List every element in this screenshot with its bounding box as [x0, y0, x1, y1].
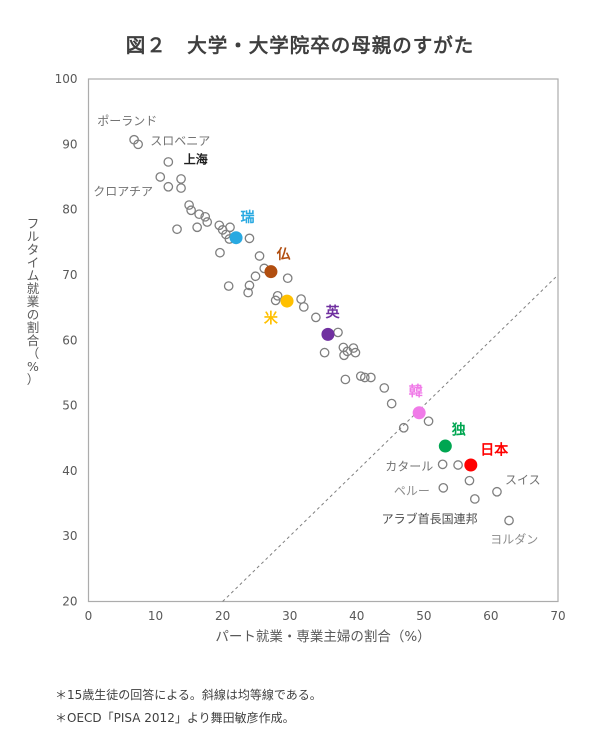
data-point-circle	[350, 347, 361, 358]
data-point-circle	[155, 172, 166, 182]
data-point-circle	[298, 302, 309, 312]
data-point-circle	[398, 422, 409, 433]
data-point-circle	[366, 372, 376, 383]
y-axis-title: フルタイム就業の割合（%）	[27, 216, 40, 387]
data-point-circle	[437, 459, 448, 470]
data-point-circle	[386, 398, 397, 409]
x-tick-label: 0	[85, 609, 93, 623]
country-label: クロアチア	[93, 184, 153, 198]
x-tick-label: 30	[282, 609, 297, 623]
country-label: ポーランド	[97, 114, 157, 128]
highlight-label-英: 英	[325, 304, 341, 321]
data-point-circle	[359, 372, 370, 383]
x-tick-label: 60	[483, 609, 498, 623]
highlight-label-独: 独	[452, 422, 466, 439]
country-label: 上海	[184, 151, 208, 166]
country-label: カタール	[385, 459, 433, 473]
y-tick-label: 30	[62, 529, 77, 543]
highlight-label-韓: 韓	[409, 383, 423, 400]
data-point-circle	[172, 224, 182, 235]
x-tick-label: 10	[148, 609, 163, 623]
data-point-circle	[250, 271, 261, 282]
country-label: ヨルダン	[490, 531, 538, 546]
data-point-circle	[492, 486, 502, 497]
country-label: アラブ首長国連邦	[382, 511, 478, 526]
highlight-dot-米	[280, 294, 294, 308]
data-point-circle	[319, 347, 330, 358]
y-tick-label: 70	[62, 268, 77, 282]
data-point-circle	[202, 217, 213, 227]
plot-area-border	[87, 78, 559, 603]
data-point-circle	[244, 280, 255, 291]
x-tick-label: 50	[416, 609, 431, 623]
data-point-circle	[504, 515, 514, 526]
data-point-circle	[355, 371, 366, 382]
data-point-circle	[272, 290, 283, 301]
highlight-label-仏: 仏	[277, 247, 291, 263]
data-point-circle	[311, 312, 321, 323]
data-point-circle	[176, 183, 186, 193]
highlight-dot-仏	[264, 265, 278, 279]
data-point-circle	[296, 294, 306, 304]
x-tick-label: 20	[215, 609, 230, 623]
data-point-circle	[223, 281, 234, 291]
country-label: ペルー	[394, 484, 430, 498]
highlight-dot-独	[438, 439, 452, 453]
y-tick-label: 60	[62, 333, 77, 347]
x-tick-label: 70	[550, 609, 565, 623]
highlight-dot-瑞	[229, 231, 243, 245]
country-label: スロベニア	[150, 134, 210, 148]
data-point-circle	[464, 475, 475, 486]
equality-line	[222, 274, 559, 602]
data-point-circle	[453, 460, 463, 470]
data-point-circle	[163, 181, 174, 192]
data-point-circle	[348, 343, 359, 353]
data-point-circle	[379, 383, 390, 393]
footnote-line-1: ＊15歳生徒の回答による。斜線は均等線である。	[55, 688, 322, 702]
y-tick-label: 90	[62, 137, 77, 151]
data-point-circle	[282, 273, 293, 284]
y-tick-label: 40	[62, 464, 77, 478]
y-tick-label: 100	[55, 72, 78, 86]
data-point-circle	[133, 139, 143, 150]
x-axis-title: パート就業・専業主婦の割合（%）	[215, 628, 430, 645]
country-label: スイス	[505, 473, 541, 487]
y-tick-label: 20	[62, 595, 77, 609]
highlight-label-日本: 日本	[480, 441, 509, 458]
highlight-dot-韓	[412, 406, 426, 420]
data-point-circle	[339, 350, 349, 361]
data-point-circle	[163, 157, 174, 167]
data-point-circle	[176, 174, 186, 184]
data-point-circle	[244, 233, 255, 244]
footnote-line-2: ＊OECD「PISA 2012」より舞田敏彦作成。	[55, 710, 295, 725]
data-point-circle	[192, 222, 203, 233]
y-tick-label: 50	[62, 399, 77, 413]
highlight-dot-日本	[464, 458, 478, 472]
data-point-circle	[186, 205, 196, 216]
data-point-circle	[194, 209, 205, 220]
data-point-circle	[469, 494, 480, 504]
data-point-circle	[254, 251, 265, 261]
highlight-dot-英	[321, 327, 335, 341]
data-point-circle	[215, 247, 225, 258]
data-point-circle	[423, 416, 434, 427]
data-point-circle	[333, 327, 343, 338]
data-point-circle	[200, 211, 211, 222]
data-point-circle	[340, 374, 351, 385]
x-tick-label: 40	[349, 609, 364, 623]
y-tick-label: 80	[62, 203, 77, 217]
data-point-circle	[270, 295, 281, 306]
chart-content: 0 10 20 30 40 50 60 70 100 90 80 70 60 50 40 30 20 瑞仏米 英韓独…	[55, 72, 566, 623]
chart-title: 図２ 大学・大学院卒の母親のすがた	[125, 34, 475, 57]
data-point-circle	[438, 483, 449, 493]
data-point-circle	[184, 200, 194, 210]
highlight-label-瑞: 瑞	[240, 209, 254, 226]
scatter-chart: 0 10 20 30 40 50 60 70 100 90 80 70 60 50 40 30 20 瑞仏米 英韓独…	[27, 72, 566, 645]
highlight-label-米: 米	[264, 310, 279, 327]
data-point-circle	[243, 287, 253, 298]
footnotes: ＊15歳生徒の回答による。斜線は均等線である。 ＊OECD「PISA 2012」…	[55, 684, 575, 729]
